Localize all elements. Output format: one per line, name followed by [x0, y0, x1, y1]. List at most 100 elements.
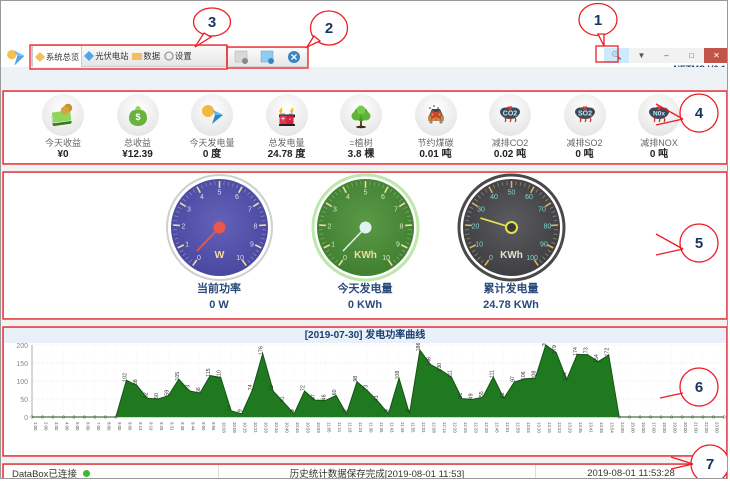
svg-text:7:00: 7:00	[96, 422, 101, 431]
svg-text:12:20: 12:20	[452, 422, 457, 433]
svg-text:9:31: 9:31	[169, 422, 174, 431]
svg-text:10:53: 10:53	[306, 422, 311, 433]
svg-text:49: 49	[468, 393, 474, 399]
svg-text:73: 73	[185, 385, 191, 391]
svg-text:41: 41	[280, 396, 286, 402]
svg-text:72: 72	[269, 385, 275, 391]
svg-text:8: 8	[253, 223, 257, 230]
svg-text:11:43: 11:43	[390, 422, 395, 433]
svg-text:7: 7	[394, 206, 398, 213]
svg-text:102: 102	[122, 373, 128, 382]
svg-text:$: $	[135, 112, 140, 122]
svg-text:9: 9	[385, 409, 391, 412]
svg-text:154: 154	[594, 354, 600, 363]
svg-text:108: 108	[531, 371, 537, 380]
svg-text:13:41: 13:41	[589, 422, 594, 433]
svg-text:20:00: 20:00	[683, 422, 688, 433]
svg-text:10: 10	[382, 255, 390, 262]
svg-text:10:40: 10:40	[285, 422, 290, 433]
svg-text:46: 46	[322, 394, 328, 400]
svg-text:50: 50	[154, 393, 160, 399]
svg-text:104: 104	[563, 372, 569, 381]
svg-text:43: 43	[374, 396, 380, 402]
svg-text:18:00: 18:00	[662, 422, 667, 433]
svg-text:6: 6	[235, 194, 239, 201]
svg-text:97: 97	[510, 376, 516, 382]
svg-text:60: 60	[525, 194, 533, 201]
svg-text:10:21: 10:21	[253, 422, 258, 433]
svg-text:59: 59	[164, 390, 170, 396]
svg-text:5:00: 5:00	[75, 422, 80, 431]
svg-text:150: 150	[16, 361, 28, 368]
svg-text:12:33: 12:33	[473, 422, 478, 433]
svg-text:106: 106	[521, 371, 527, 380]
svg-text:9:56: 9:56	[211, 422, 216, 431]
svg-text:88: 88	[133, 379, 139, 385]
svg-text:9:13: 9:13	[138, 422, 143, 431]
svg-text:CO2: CO2	[503, 110, 518, 117]
svg-text:60: 60	[332, 389, 338, 395]
svg-text:5: 5	[363, 189, 367, 196]
svg-text:110: 110	[217, 370, 223, 378]
svg-text:10:46: 10:46	[295, 422, 300, 433]
svg-text:51: 51	[458, 393, 464, 399]
svg-text:9:00: 9:00	[117, 422, 122, 431]
svg-text:130: 130	[437, 363, 443, 372]
svg-text:15:00: 15:00	[631, 422, 636, 433]
svg-text:9: 9	[343, 409, 349, 412]
svg-text:14:00: 14:00	[620, 422, 625, 433]
svg-text:20: 20	[471, 223, 479, 230]
svg-text:4: 4	[200, 194, 204, 201]
svg-text:40: 40	[490, 194, 498, 201]
svg-text:2:00: 2:00	[44, 422, 49, 431]
svg-text:3: 3	[333, 206, 337, 213]
svg-text:16:00: 16:00	[641, 422, 646, 433]
svg-text:70: 70	[538, 206, 546, 213]
svg-text:4:00: 4:00	[65, 422, 70, 431]
svg-text:13:54: 13:54	[610, 422, 615, 433]
svg-text:105: 105	[175, 372, 181, 381]
svg-text:111: 111	[489, 370, 495, 378]
svg-text:176: 176	[259, 346, 265, 355]
svg-text:W: W	[214, 248, 224, 260]
svg-text:9: 9	[290, 409, 296, 412]
svg-text:10:34: 10:34	[274, 422, 279, 433]
svg-text:9: 9	[395, 241, 399, 248]
svg-text:11:36: 11:36	[379, 422, 384, 433]
svg-text:0: 0	[488, 255, 492, 262]
svg-text:SO2: SO2	[577, 110, 591, 117]
svg-text:N0x: N0x	[653, 110, 665, 117]
svg-text:5: 5	[217, 189, 221, 196]
svg-text:8: 8	[399, 223, 403, 230]
svg-text:12:01: 12:01	[421, 422, 426, 433]
svg-text:9: 9	[238, 409, 244, 412]
svg-text:72: 72	[301, 385, 307, 391]
svg-text:6: 6	[381, 194, 385, 201]
svg-text:13:48: 13:48	[599, 422, 604, 433]
svg-text:66: 66	[196, 387, 202, 393]
svg-text:13:10: 13:10	[536, 422, 541, 433]
svg-text:10:15: 10:15	[243, 422, 248, 433]
svg-text:74: 74	[248, 384, 254, 390]
svg-text:1: 1	[331, 241, 335, 248]
svg-text:2: 2	[181, 223, 185, 230]
svg-text:19:00: 19:00	[673, 422, 678, 433]
svg-text:12:58: 12:58	[515, 422, 520, 433]
svg-text:73: 73	[364, 385, 370, 391]
svg-text:13:29: 13:29	[568, 422, 573, 433]
svg-text:10:09: 10:09	[232, 422, 237, 433]
svg-text:17: 17	[227, 405, 233, 411]
svg-text:13:23: 13:23	[557, 422, 562, 433]
svg-text:7: 7	[248, 206, 252, 213]
svg-text:11:11: 11:11	[337, 422, 342, 433]
svg-text:9:44: 9:44	[190, 422, 195, 431]
svg-text:10:03: 10:03	[222, 422, 227, 433]
svg-text:100: 100	[16, 379, 28, 386]
svg-text:13:35: 13:35	[578, 422, 583, 433]
svg-text:0: 0	[342, 255, 346, 262]
svg-text:21:00: 21:00	[694, 422, 699, 433]
svg-text:30: 30	[477, 206, 485, 213]
svg-text:52: 52	[143, 392, 149, 398]
svg-text:3:00: 3:00	[54, 422, 59, 431]
svg-text:12:26: 12:26	[463, 422, 468, 433]
